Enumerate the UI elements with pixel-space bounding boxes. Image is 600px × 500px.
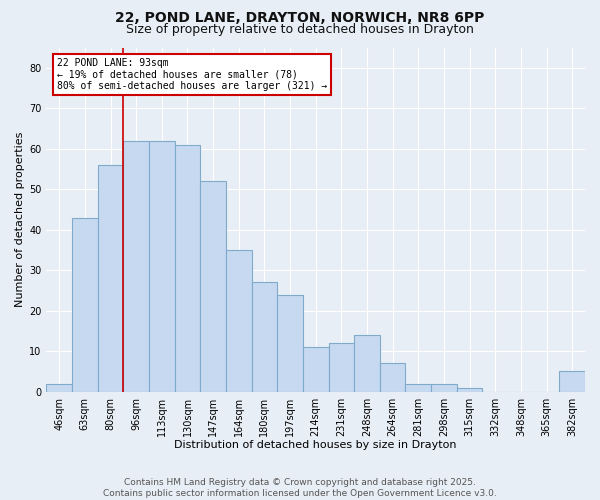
Text: 22, POND LANE, DRAYTON, NORWICH, NR8 6PP: 22, POND LANE, DRAYTON, NORWICH, NR8 6PP <box>115 11 485 25</box>
Bar <box>431 384 457 392</box>
Text: Contains HM Land Registry data © Crown copyright and database right 2025.
Contai: Contains HM Land Registry data © Crown c… <box>103 478 497 498</box>
Bar <box>200 181 226 392</box>
Bar <box>149 140 175 392</box>
Text: Size of property relative to detached houses in Drayton: Size of property relative to detached ho… <box>126 22 474 36</box>
Bar <box>559 372 585 392</box>
Bar <box>380 364 406 392</box>
Text: 22 POND LANE: 93sqm
← 19% of detached houses are smaller (78)
80% of semi-detach: 22 POND LANE: 93sqm ← 19% of detached ho… <box>57 58 328 91</box>
Bar <box>277 294 303 392</box>
Bar <box>124 140 149 392</box>
X-axis label: Distribution of detached houses by size in Drayton: Distribution of detached houses by size … <box>175 440 457 450</box>
Bar <box>226 250 251 392</box>
Bar <box>98 165 124 392</box>
Bar <box>457 388 482 392</box>
Bar <box>329 343 354 392</box>
Bar <box>175 144 200 392</box>
Bar <box>72 218 98 392</box>
Bar <box>251 282 277 392</box>
Y-axis label: Number of detached properties: Number of detached properties <box>15 132 25 308</box>
Bar <box>46 384 72 392</box>
Bar <box>406 384 431 392</box>
Bar <box>354 335 380 392</box>
Bar <box>303 347 329 392</box>
